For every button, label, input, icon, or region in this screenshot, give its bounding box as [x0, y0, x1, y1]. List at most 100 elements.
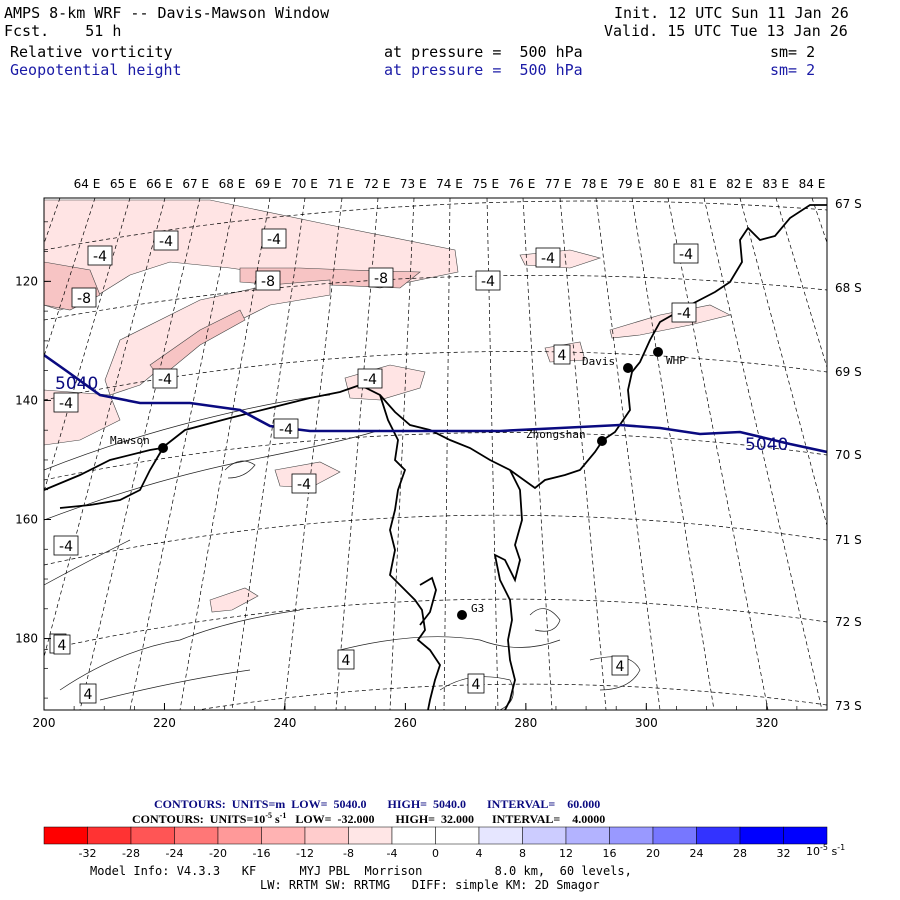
- longitude-label: 64 E: [74, 177, 101, 191]
- colorbar-unit-s-exp: -1: [837, 843, 845, 852]
- vorticity-label-box: [53, 535, 79, 556]
- height-contour-label-left: 5040: [55, 374, 98, 394]
- field1-smoothing: sm= 2: [770, 43, 816, 61]
- x-tick-label: 300: [635, 716, 658, 730]
- vorticity-label-box: [152, 368, 178, 389]
- x-tick-label: 260: [394, 716, 417, 730]
- colorbar-swatch: [565, 826, 610, 845]
- vorticity-label: -4: [363, 372, 377, 388]
- colorbar-label: -4: [387, 847, 398, 860]
- vort-contours-exp: -5: [265, 811, 272, 820]
- vorticity-label-box: [291, 473, 317, 494]
- colorbar-label: -28: [122, 847, 140, 860]
- colorbar-swatch: [174, 826, 219, 845]
- field1-name: Relative vorticity: [10, 43, 173, 61]
- vorticity-label: -4: [93, 249, 107, 265]
- vorticity-contours-info: CONTOURS: UNITS=10-5 s-1 LOW= -32.000 HI…: [132, 811, 605, 827]
- vorticity-label: -4: [279, 422, 293, 438]
- colorbar-unit-s: s: [828, 845, 837, 858]
- vorticity-label-box: [71, 287, 97, 308]
- colorbar-label: 4: [476, 847, 483, 860]
- valid-time: Valid. 15 UTC Tue 13 Jan 26: [604, 22, 848, 40]
- colorbar: -32 -28 -24 -20 -16 -12 -8 -4 0 4 8 12 16 20 24 28 32 10…: [43, 826, 845, 860]
- vorticity-label-box: [79, 683, 97, 704]
- vorticity-label-box: [357, 368, 383, 389]
- colorbar-swatch: [391, 826, 436, 845]
- longitude-label: 78 E: [581, 177, 608, 191]
- colorbar-label: -24: [166, 847, 184, 860]
- vort-contours-rest: LOW= -32.000 HIGH= 32.000 INTERVAL= 4.00…: [286, 812, 606, 826]
- vorticity-label-box: [553, 344, 571, 365]
- vorticity-label-box: [671, 302, 697, 323]
- longitude-label: 82 E: [726, 177, 753, 191]
- station-label-g3: G3: [471, 602, 484, 615]
- vorticity-label: -4: [541, 251, 555, 267]
- vorticity-label: 4: [58, 638, 67, 654]
- latitude-labels: 67 S 68 S 69 S 70 S 71 S 72 S 73 S: [835, 197, 862, 713]
- longitude-label: 68 E: [219, 177, 246, 191]
- longitude-label: 76 E: [509, 177, 536, 191]
- colorbar-label: -8: [343, 847, 354, 860]
- longitude-label: 66 E: [146, 177, 173, 191]
- x-tick-label: 240: [273, 716, 296, 730]
- height-contours-info: CONTOURS: UNITS=m LOW= 5040.0 HIGH= 5040…: [154, 797, 601, 811]
- vorticity-label-box: [535, 247, 561, 268]
- colorbar-unit-exp: -5: [820, 843, 828, 852]
- longitude-label: 77 E: [545, 177, 572, 191]
- latitude-label: 73 S: [835, 699, 862, 713]
- vort-contours-unit: s: [271, 812, 280, 826]
- latitude-label: 72 S: [835, 615, 862, 629]
- height-contour-label-right: 5040: [745, 435, 788, 455]
- station-label-mawson: Mawson: [110, 434, 150, 447]
- longitude-label: 70 E: [291, 177, 318, 191]
- vorticity-label-box: [273, 418, 299, 439]
- vorticity-label: -8: [261, 274, 275, 290]
- field2-name: Geopotential height: [10, 61, 182, 79]
- vorticity-contours: [44, 394, 641, 710]
- meridian-lines: [44, 198, 827, 710]
- vorticity-label-box: [53, 392, 79, 413]
- vorticity-label-group: -4-4-4-4-8-8-8-4-4-44-4-4-4-4-4-4444444: [49, 228, 699, 704]
- colorbar-swatch: [87, 826, 132, 845]
- station-label-whp: WHP: [666, 354, 686, 367]
- vorticity-label: -8: [77, 291, 91, 307]
- longitude-label: 72 E: [364, 177, 391, 191]
- vorticity-label: -4: [481, 274, 495, 290]
- colorbar-label: 32: [777, 847, 791, 860]
- field2-smoothing: sm= 2: [770, 61, 816, 79]
- station-label-davis: Davis: [582, 355, 615, 368]
- vorticity-label: 4: [84, 687, 93, 703]
- field2-level: at pressure = 500 hPa: [384, 61, 583, 79]
- y-tick-label: 160: [15, 512, 38, 526]
- vorticity-label: 4: [472, 677, 481, 693]
- latitude-label: 67 S: [835, 197, 862, 211]
- colorbar-swatch: [478, 826, 523, 845]
- station-marker-whp: [653, 347, 663, 357]
- vort-contours-unit-exp: -1: [279, 811, 287, 820]
- colorbar-label: 0: [432, 847, 439, 860]
- map-figure: 5040 5040 -4 -4 -4 -4 -8 -8 -8 -4 -4 -4 4 -4 -4 -4 -4 -…: [15, 177, 862, 730]
- colorbar-swatch: [261, 826, 306, 845]
- longitude-labels: 64 E 65 E 66 E 67 E 68 E 69 E 70 E 71 E 72 E 73 E…: [74, 177, 826, 191]
- vorticity-label-box: [611, 655, 629, 676]
- latitude-label: 68 S: [835, 281, 862, 295]
- latitude-label: 70 S: [835, 448, 862, 462]
- colorbar-label: 16: [603, 847, 617, 860]
- vorticity-label: -4: [159, 234, 173, 250]
- colorbar-swatch: [435, 826, 480, 845]
- x-tick-label: 320: [755, 716, 778, 730]
- colorbar-swatch: [130, 826, 175, 845]
- vorticity-label: -4: [297, 477, 311, 493]
- station-marker-zhongshan: [597, 436, 607, 446]
- forecast-hour: Fcst. 51 h: [4, 22, 122, 40]
- colorbar-swatch: [739, 826, 784, 845]
- vorticity-label-box: [261, 228, 287, 249]
- colorbar-swatch: [609, 826, 654, 845]
- x-tick-label: 200: [33, 716, 56, 730]
- vorticity-label-box: [337, 649, 355, 670]
- vorticity-label-box: [153, 230, 179, 251]
- longitude-label: 83 E: [762, 177, 789, 191]
- colorbar-label: 28: [733, 847, 747, 860]
- coastline: [44, 204, 827, 710]
- vorticity-label: -4: [158, 372, 172, 388]
